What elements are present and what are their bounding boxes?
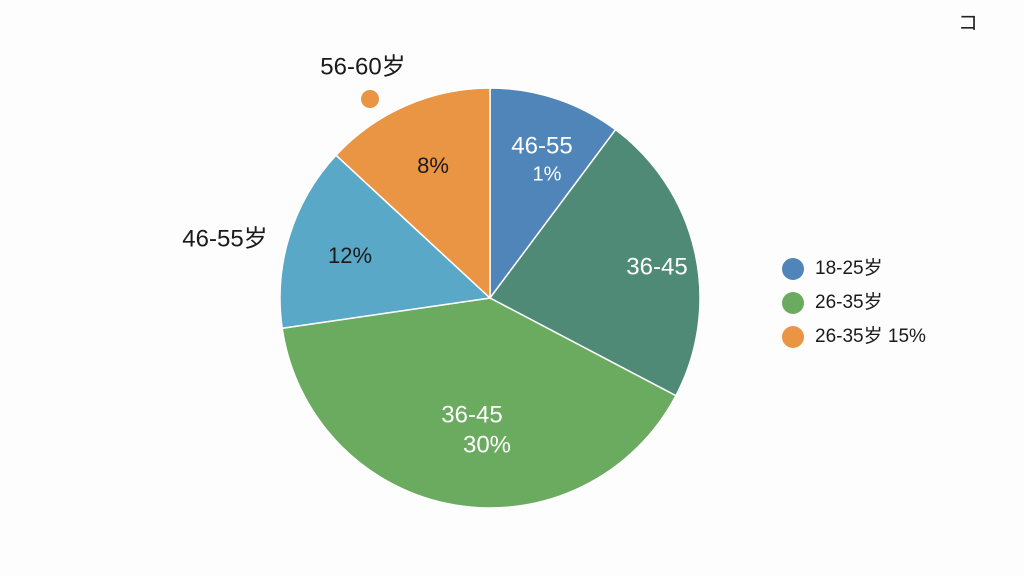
pie-slice [488, 128, 701, 397]
outer-label: 56-60岁 [320, 53, 405, 80]
slice-label: 46-55 [511, 132, 572, 159]
corner-glyph: コ [958, 12, 978, 34]
slice-label: 12% [328, 243, 372, 268]
slice-label: 1% [533, 163, 562, 185]
outer-label: 46-55岁 [182, 225, 267, 252]
legend-marker [782, 326, 804, 348]
legend-marker [782, 258, 804, 280]
pie-slice [334, 87, 491, 300]
slice-label: 36-45 [441, 401, 502, 428]
slice-label: 30% [463, 431, 511, 458]
pie-slice [279, 154, 492, 330]
slice-label: 36-45 [626, 253, 687, 280]
slice-label: 8% [417, 153, 449, 178]
pie-slice [281, 297, 677, 509]
legend-label: 18-25岁 [815, 257, 883, 279]
legend-label: 26-35岁 [815, 291, 883, 313]
label-dot [361, 90, 379, 108]
legend-label: 26-35岁 15% [815, 325, 926, 347]
pie-slice [489, 87, 617, 301]
legend-marker [782, 292, 804, 314]
